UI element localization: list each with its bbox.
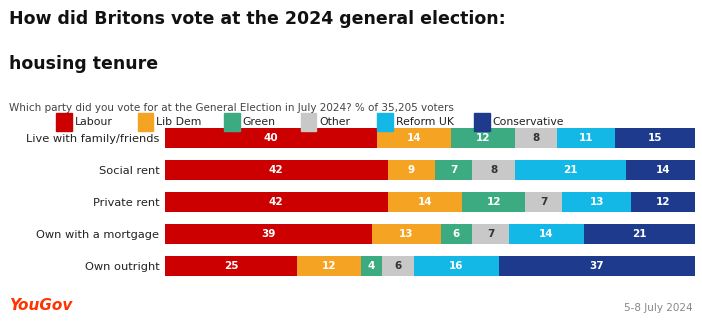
Text: 5-8 July 2024: 5-8 July 2024 <box>624 303 693 313</box>
Bar <box>388 192 462 212</box>
Bar <box>462 192 525 212</box>
Text: 7: 7 <box>541 197 548 207</box>
Text: Lib Dem: Lib Dem <box>156 117 201 127</box>
Bar <box>435 160 472 180</box>
Bar <box>472 160 515 180</box>
Text: 16: 16 <box>449 261 464 271</box>
Text: Which party did you vote for at the General Election in July 2024? % of 35,205 v: Which party did you vote for at the Gene… <box>9 103 454 113</box>
Text: 13: 13 <box>590 197 604 207</box>
Text: 14: 14 <box>656 165 670 175</box>
Text: 6: 6 <box>395 261 402 271</box>
Bar <box>388 160 435 180</box>
Text: 11: 11 <box>579 133 594 143</box>
Bar <box>557 128 616 148</box>
Text: 12: 12 <box>656 197 670 207</box>
Text: 4: 4 <box>368 261 376 271</box>
Bar <box>616 128 695 148</box>
Bar <box>165 256 298 276</box>
Text: 9: 9 <box>408 165 415 175</box>
Text: 8: 8 <box>532 133 540 143</box>
Bar <box>626 160 701 180</box>
Text: 39: 39 <box>261 229 275 239</box>
Text: Green: Green <box>243 117 276 127</box>
Text: 15: 15 <box>648 133 663 143</box>
Text: 25: 25 <box>224 261 239 271</box>
Text: housing tenure: housing tenure <box>9 55 158 73</box>
Text: 42: 42 <box>269 165 284 175</box>
Text: 40: 40 <box>264 133 278 143</box>
Bar <box>510 224 583 244</box>
Text: 21: 21 <box>563 165 578 175</box>
Bar <box>414 256 499 276</box>
Text: 12: 12 <box>486 197 501 207</box>
Text: 13: 13 <box>399 229 413 239</box>
Text: 7: 7 <box>450 165 458 175</box>
Bar <box>583 224 695 244</box>
Bar <box>562 192 631 212</box>
Text: Reform UK: Reform UK <box>396 117 453 127</box>
Text: YouGov: YouGov <box>9 298 72 313</box>
Bar <box>377 128 451 148</box>
Text: 37: 37 <box>590 261 604 271</box>
Bar <box>165 192 388 212</box>
Bar <box>371 224 441 244</box>
Text: 42: 42 <box>269 197 284 207</box>
Bar <box>165 224 371 244</box>
Bar <box>165 128 377 148</box>
Bar <box>441 224 472 244</box>
Bar <box>383 256 414 276</box>
Text: Other: Other <box>319 117 350 127</box>
Bar <box>361 256 383 276</box>
Text: 12: 12 <box>476 133 490 143</box>
Bar <box>631 192 695 212</box>
Text: 7: 7 <box>487 229 495 239</box>
Text: 14: 14 <box>406 133 421 143</box>
Text: 14: 14 <box>539 229 554 239</box>
Bar <box>515 160 626 180</box>
Text: Conservative: Conservative <box>492 117 564 127</box>
Bar <box>472 224 510 244</box>
Text: 21: 21 <box>632 229 647 239</box>
Bar <box>451 128 515 148</box>
Text: 8: 8 <box>490 165 497 175</box>
Text: How did Britons vote at the 2024 general election:: How did Britons vote at the 2024 general… <box>9 10 506 28</box>
Text: Labour: Labour <box>74 117 112 127</box>
Bar <box>525 192 562 212</box>
Bar <box>499 256 695 276</box>
Bar <box>298 256 361 276</box>
Text: 14: 14 <box>418 197 432 207</box>
Text: 12: 12 <box>322 261 336 271</box>
Bar <box>165 160 388 180</box>
Text: 6: 6 <box>453 229 460 239</box>
Bar <box>515 128 557 148</box>
